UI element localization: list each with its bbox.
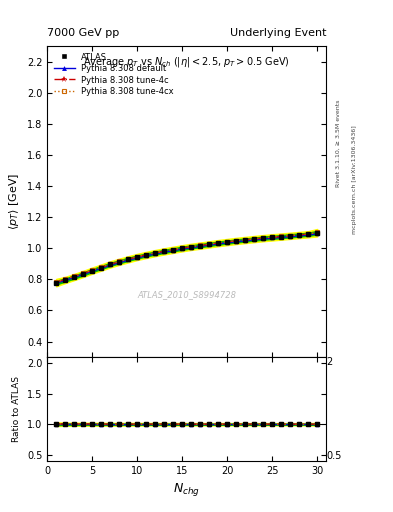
Text: 2: 2 bbox=[326, 357, 332, 367]
Text: 7000 GeV pp: 7000 GeV pp bbox=[47, 28, 119, 38]
Text: Average $p_T$ vs $N_{ch}$ ($|\eta| < 2.5$, $p_T > 0.5$ GeV): Average $p_T$ vs $N_{ch}$ ($|\eta| < 2.5… bbox=[83, 55, 290, 70]
Y-axis label: $\langle p_T \rangle$ [GeV]: $\langle p_T \rangle$ [GeV] bbox=[7, 173, 21, 230]
Text: ATLAS_2010_S8994728: ATLAS_2010_S8994728 bbox=[137, 290, 236, 300]
Legend: ATLAS, Pythia 8.308 default, Pythia 8.308 tune-4c, Pythia 8.308 tune-4cx: ATLAS, Pythia 8.308 default, Pythia 8.30… bbox=[51, 50, 176, 99]
X-axis label: $N_{chg}$: $N_{chg}$ bbox=[173, 481, 200, 498]
Text: Underlying Event: Underlying Event bbox=[230, 28, 326, 38]
Text: mcplots.cern.ch [arXiv:1306.3436]: mcplots.cern.ch [arXiv:1306.3436] bbox=[352, 125, 357, 233]
Text: Rivet 3.1.10, ≥ 3.5M events: Rivet 3.1.10, ≥ 3.5M events bbox=[336, 100, 341, 187]
Text: 0.5: 0.5 bbox=[326, 451, 342, 461]
Y-axis label: Ratio to ATLAS: Ratio to ATLAS bbox=[12, 376, 21, 442]
